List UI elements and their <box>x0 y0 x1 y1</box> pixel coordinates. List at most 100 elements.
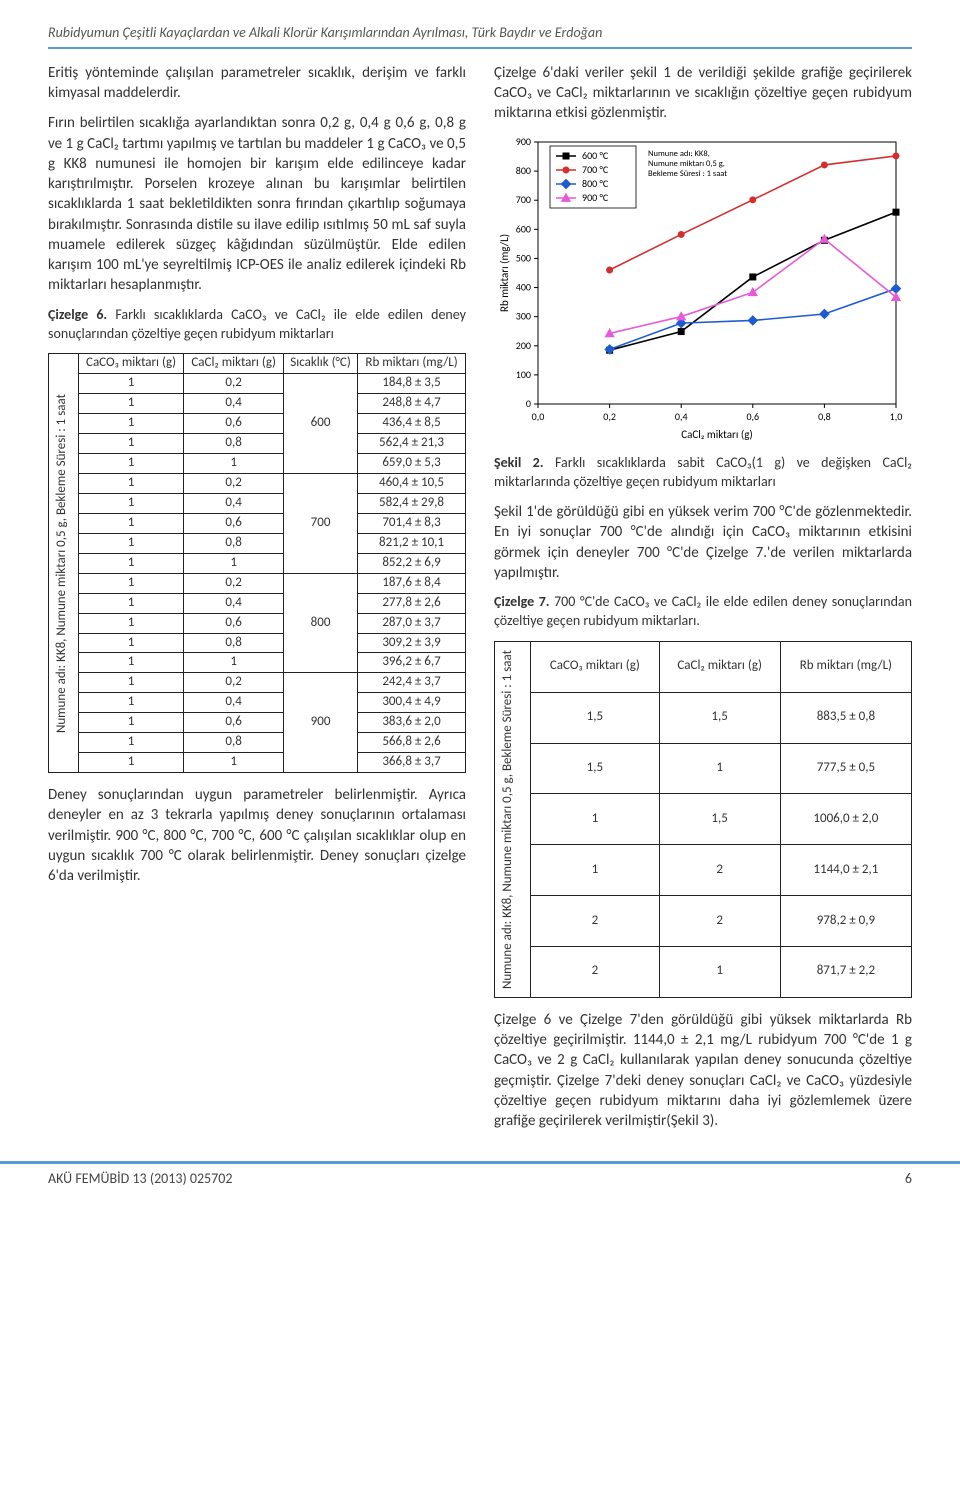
table6-rb: 566,8 ± 2,6 <box>358 733 466 753</box>
table7-cell: 883,5 ± 0,8 <box>780 692 911 743</box>
table7-cell: 1144,0 ± 2,1 <box>780 845 911 896</box>
table6-caco3: 1 <box>78 553 184 573</box>
svg-text:600: 600 <box>516 222 531 235</box>
svg-text:100: 100 <box>516 368 531 381</box>
table-row: 10,2600184,8 ± 3,5 <box>49 374 466 394</box>
table6-caco3: 1 <box>78 733 184 753</box>
table7-cell: 1 <box>659 743 780 794</box>
table6-caco3: 1 <box>78 613 184 633</box>
table-row: 10,4 300,4 ± 4,9 <box>49 693 466 713</box>
table6-header: Sıcaklık (°C) <box>283 354 357 374</box>
left-column: Eritiş yönteminde çalışılan parametreler… <box>48 63 466 1141</box>
table6-cacl2: 0,6 <box>184 713 284 733</box>
fig2-caption-rest: Farklı sıcaklıklarda sabit CaCO₃(1 g) ve… <box>494 454 912 490</box>
table6-temp: 800 <box>283 573 357 673</box>
table6-temp: 700 <box>283 474 357 574</box>
table6-cacl2: 0,6 <box>184 414 284 434</box>
table7-header: Rb miktarı (mg/L) <box>780 641 911 692</box>
table6-rb: 821,2 ± 10,1 <box>358 533 466 553</box>
table7-cell: 1 <box>531 794 659 845</box>
table6-rb: 309,2 ± 3,9 <box>358 633 466 653</box>
table6-caco3: 1 <box>78 454 184 474</box>
table6-caco3: 1 <box>78 753 184 773</box>
table6-cacl2: 0,4 <box>184 693 284 713</box>
table6-cacl2: 1 <box>184 454 284 474</box>
table-row: 1,51,5883,5 ± 0,8 <box>495 692 912 743</box>
table6-caco3: 1 <box>78 593 184 613</box>
table6-cacl2: 0,8 <box>184 633 284 653</box>
table6-rb: 659,0 ± 5,3 <box>358 454 466 474</box>
table-row: 10,2900242,4 ± 3,7 <box>49 673 466 693</box>
svg-text:700: 700 <box>516 193 531 206</box>
table6-caco3: 1 <box>78 394 184 414</box>
svg-text:800 °C: 800 °C <box>582 177 609 190</box>
svg-text:0,0: 0,0 <box>532 410 545 423</box>
table6-rb: 396,2 ± 6,7 <box>358 653 466 673</box>
table-row: 10,4 277,8 ± 2,6 <box>49 593 466 613</box>
table6-rb: 562,4 ± 21,3 <box>358 434 466 454</box>
table6-cacl2: 0,2 <box>184 573 284 593</box>
svg-text:900: 900 <box>516 135 531 148</box>
table7-cell: 1,5 <box>659 692 780 743</box>
table-row: 1,51777,5 ± 0,5 <box>495 743 912 794</box>
table7-cell: 777,5 ± 0,5 <box>780 743 911 794</box>
table-row: 11396,2 ± 6,7 <box>49 653 466 673</box>
table6-caption-rest: Farklı sıcaklıklarda CaCO₃ ve CaCl₂ ile … <box>48 306 466 342</box>
table6-rb: 366,8 ± 3,7 <box>358 753 466 773</box>
table7-cell: 1 <box>659 946 780 997</box>
left-p1: Eritiş yönteminde çalışılan parametreler… <box>48 63 466 104</box>
table7-cell: 2 <box>531 896 659 947</box>
table6-temp: 900 <box>283 673 357 773</box>
table6-rb: 300,4 ± 4,9 <box>358 693 466 713</box>
table6-caco3: 1 <box>78 693 184 713</box>
table6-rb: 277,8 ± 2,6 <box>358 593 466 613</box>
table6-cacl2: 1 <box>184 753 284 773</box>
figure-2-chart: 01002003004005006007008009000,00,20,40,6… <box>494 134 912 451</box>
table-row: 10,8 309,2 ± 3,9 <box>49 633 466 653</box>
svg-text:0,4: 0,4 <box>675 410 688 423</box>
table-row: 11 659,0 ± 5,3 <box>49 454 466 474</box>
table6-caco3: 1 <box>78 434 184 454</box>
svg-text:600 °C: 600 °C <box>582 149 609 162</box>
table7-cell: 1006,0 ± 2,0 <box>780 794 911 845</box>
table-row: 10,6287,0 ± 3,7 <box>49 613 466 633</box>
table7-cell: 2 <box>659 845 780 896</box>
svg-text:Rb miktarı (mg/L): Rb miktarı (mg/L) <box>498 234 511 312</box>
svg-text:500: 500 <box>516 251 531 264</box>
table6-rb: 582,4 ± 29,8 <box>358 493 466 513</box>
table6-cacl2: 0,8 <box>184 533 284 553</box>
table-row: 10,4582,4 ± 29,8 <box>49 493 466 513</box>
left-p2: Fırın belirtilen sıcaklığa ayarlandıktan… <box>48 113 466 295</box>
svg-text:Bekleme Süresi : 1 saat: Bekleme Süresi : 1 saat <box>648 169 727 179</box>
table6-caco3: 1 <box>78 633 184 653</box>
fig2-caption-bold: Şekil 2. <box>494 454 544 471</box>
table6-cacl2: 0,4 <box>184 493 284 513</box>
right-column: Çizelge 6'daki veriler şekil 1 de verild… <box>494 63 912 1141</box>
table-row: 10,6436,4 ± 8,5 <box>49 414 466 434</box>
table6-caption: Çizelge 6. Farklı sıcaklıklarda CaCO₃ ve… <box>48 306 466 344</box>
table6-cacl2: 0,2 <box>184 673 284 693</box>
table6-cacl2: 0,4 <box>184 593 284 613</box>
table7-header: CaCl₂ miktarı (g) <box>659 641 780 692</box>
table-row: 121144,0 ± 2,1 <box>495 845 912 896</box>
table6-rb: 287,0 ± 3,7 <box>358 613 466 633</box>
table6-caco3: 1 <box>78 673 184 693</box>
table6-caco3: 1 <box>78 474 184 494</box>
table-row: 10,8562,4 ± 21,3 <box>49 434 466 454</box>
table7-cell: 2 <box>659 896 780 947</box>
table6-cacl2: 0,6 <box>184 513 284 533</box>
table7-caption-rest: 700 °C'de CaCO₃ ve CaCl₂ ile elde edilen… <box>494 593 912 629</box>
table6-rb: 436,4 ± 8,5 <box>358 414 466 434</box>
table6-cacl2: 1 <box>184 653 284 673</box>
table-row: 11852,2 ± 6,9 <box>49 553 466 573</box>
table6-cacl2: 1 <box>184 553 284 573</box>
table7-caption: Çizelge 7. 700 °C'de CaCO₃ ve CaCl₂ ile … <box>494 593 912 631</box>
svg-text:900 °C: 900 °C <box>582 191 609 204</box>
table6-side-label: Numune adı: KK8, Numune miktarı 0,5 g, B… <box>53 388 72 739</box>
table6-caco3: 1 <box>78 573 184 593</box>
table7-cell: 1 <box>531 845 659 896</box>
table7-cell: 1,5 <box>659 794 780 845</box>
table6-cacl2: 0,2 <box>184 374 284 394</box>
table-6: Numune adı: KK8, Numune miktarı 0,5 g, B… <box>48 353 466 773</box>
table6-rb: 248,8 ± 4,7 <box>358 394 466 414</box>
